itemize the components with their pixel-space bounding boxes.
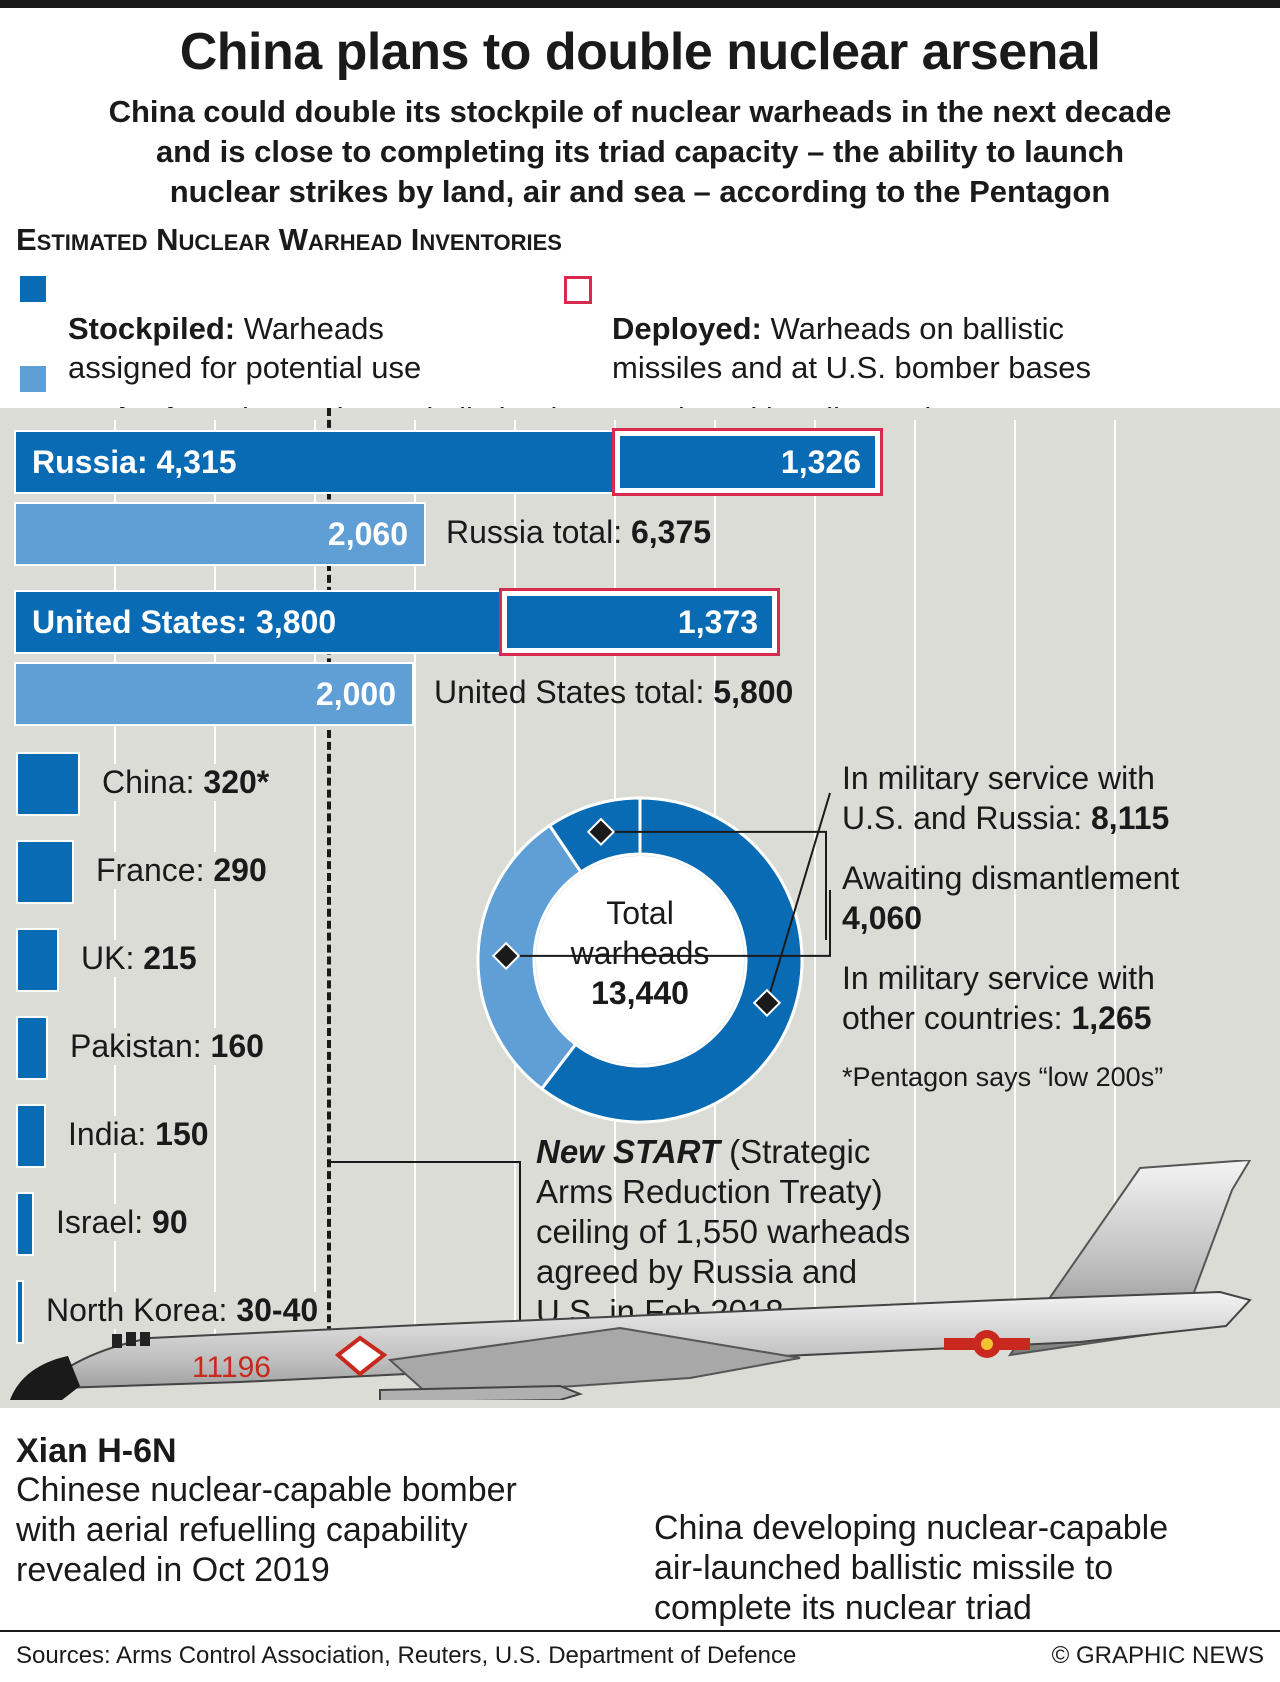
new-start-ceiling-line xyxy=(327,408,331,1358)
bomber-description: Chinese nuclear-capable bomber with aeri… xyxy=(16,1471,517,1589)
us-total-prefix: United States total: xyxy=(434,674,714,710)
page-title: China plans to double nuclear arsenal xyxy=(179,23,1101,81)
bomber-missile-2 xyxy=(379,1384,584,1400)
section-heading: Estimated Nuclear Warhead Inventories xyxy=(16,222,562,257)
donut-leader-marker xyxy=(491,941,521,971)
bar-label-uk: UK: 215 xyxy=(81,940,197,977)
legend-stockpiled: Stockpiled: Warheads assigned for potent… xyxy=(68,270,421,387)
donut-note-other: In military service with other countries… xyxy=(842,958,1155,1038)
donut-leader-line xyxy=(600,830,827,940)
bar-northkorea xyxy=(16,1280,24,1344)
treaty-leader-line xyxy=(329,1161,521,1320)
donut-leader-line xyxy=(506,890,831,957)
treaty-title: New START xyxy=(536,1133,720,1170)
footnote: *Pentagon says “low 200s” xyxy=(842,1062,1164,1092)
bomber-nose xyxy=(10,1356,80,1400)
bar-label-pakistan: Pakistan: 160 xyxy=(70,1028,264,1065)
sources-rule xyxy=(0,1630,1280,1632)
missile-note: China developing nuclear-capable air-lau… xyxy=(654,1509,1169,1627)
donut-center-label: Total xyxy=(606,895,674,931)
treaty-text-1: (Strategic xyxy=(719,1133,871,1170)
bar-israel xyxy=(16,1192,34,1256)
legend-deployed-term: Deployed: xyxy=(612,311,762,346)
donut-note-dismantlement-label: Awaiting dismantlement xyxy=(842,860,1180,896)
bar-russia-deployed-label: 1,326 xyxy=(780,443,861,480)
gridline xyxy=(414,420,416,1340)
donut-center-value: 13,440 xyxy=(591,975,689,1011)
bomber-tail-number: 11196 xyxy=(192,1351,271,1384)
bar-us-retired-label: 2,000 xyxy=(315,675,396,712)
donut-note-dismantlement-value: 4,060 xyxy=(842,900,923,936)
bar-russia-retired: 2,060 xyxy=(14,502,426,566)
gridline xyxy=(1014,420,1016,1340)
treaty-text-4: agreed by Russia and xyxy=(536,1253,858,1290)
bar-label-france: France: 290 xyxy=(96,852,267,889)
bar-us-deployed: 1,373 xyxy=(499,588,780,656)
bar-uk xyxy=(16,928,59,992)
bar-label-china: China: 320* xyxy=(102,764,270,801)
bar-russia-stockpiled-label: Russia: 4,315 xyxy=(32,443,237,480)
treaty-text-2: Arms Reduction Treaty) xyxy=(536,1173,883,1210)
bar-france xyxy=(16,840,74,904)
donut-note-us-russia-label: In military service with U.S. and Russia… xyxy=(842,760,1155,836)
legend-deployed-desc: Warheads on ballistic missiles and at U.… xyxy=(612,311,1091,385)
gridline xyxy=(914,420,916,1340)
bomber-illustration: 11196 xyxy=(10,1160,1252,1400)
donut-note-other-value: 1,265 xyxy=(1071,1000,1152,1036)
bar-russia-deployed: 1,326 xyxy=(611,428,883,496)
gridline xyxy=(814,420,816,1340)
bar-label-india: India: 150 xyxy=(68,1116,209,1153)
credit: © GRAPHIC NEWS xyxy=(1051,1642,1264,1669)
bar-china xyxy=(16,752,80,816)
russia-total-value: 6,375 xyxy=(630,514,712,550)
bomber-intake xyxy=(334,1335,388,1377)
donut-note-us-russia: In military service with U.S. and Russia… xyxy=(842,758,1169,838)
donut-note-dismantlement: Awaiting dismantlement 4,060 xyxy=(842,858,1179,938)
donut-slice-0 xyxy=(539,796,804,1124)
bomber-window xyxy=(112,1334,122,1348)
page-subtitle: China could double its stockpile of nucl… xyxy=(108,94,1172,209)
russia-total: Russia total: 6,375 xyxy=(446,514,711,551)
treaty-text-3: ceiling of 1,550 warheads xyxy=(536,1213,911,1250)
us-total: United States total: 5,800 xyxy=(434,674,793,711)
russia-total-prefix: Russia total: xyxy=(446,514,631,550)
bar-pakistan xyxy=(16,1016,48,1080)
bomber-name: Xian H-6N xyxy=(16,1432,177,1470)
donut-leader-marker xyxy=(586,817,616,846)
gridline xyxy=(1114,420,1116,1340)
bomber-window-3 xyxy=(140,1332,150,1346)
bar-us-stockpiled-label: United States: 3,800 xyxy=(32,603,337,640)
legend-swatch-deployed xyxy=(564,276,592,304)
donut-note-other-label: In military service with other countries… xyxy=(842,960,1155,1036)
sources: Sources: Arms Control Association, Reute… xyxy=(16,1642,797,1669)
donut-leader-line xyxy=(765,792,831,1004)
legend-deployed: Deployed: Warheads on ballistic missiles… xyxy=(612,270,1091,387)
us-total-value: 5,800 xyxy=(713,674,794,710)
legend-swatch-retired xyxy=(20,366,46,392)
donut-center-label: warheads xyxy=(570,935,710,971)
bar-russia-retired-label: 2,060 xyxy=(327,515,408,552)
bar-label-northkorea: North Korea: 30-40 xyxy=(46,1292,319,1329)
legend-swatch-stockpiled xyxy=(20,276,46,302)
bar-india xyxy=(16,1104,46,1168)
bar-us-retired: 2,000 xyxy=(14,662,414,726)
donut-note-us-russia-value: 8,115 xyxy=(1091,800,1170,836)
bomber-window-2 xyxy=(126,1332,136,1346)
donut-leader-marker xyxy=(752,988,782,1018)
legend-stockpiled-term: Stockpiled: xyxy=(68,311,236,346)
donut-slice-1 xyxy=(476,823,583,1091)
top-rule xyxy=(0,0,1280,8)
gridline xyxy=(314,420,316,1340)
donut-hole xyxy=(536,856,744,1064)
legend-stockpiled-desc: Warheads assigned for potential use xyxy=(68,311,422,385)
bar-label-israel: Israel: 90 xyxy=(56,1204,188,1241)
bar-us-deployed-label: 1,373 xyxy=(677,603,758,640)
